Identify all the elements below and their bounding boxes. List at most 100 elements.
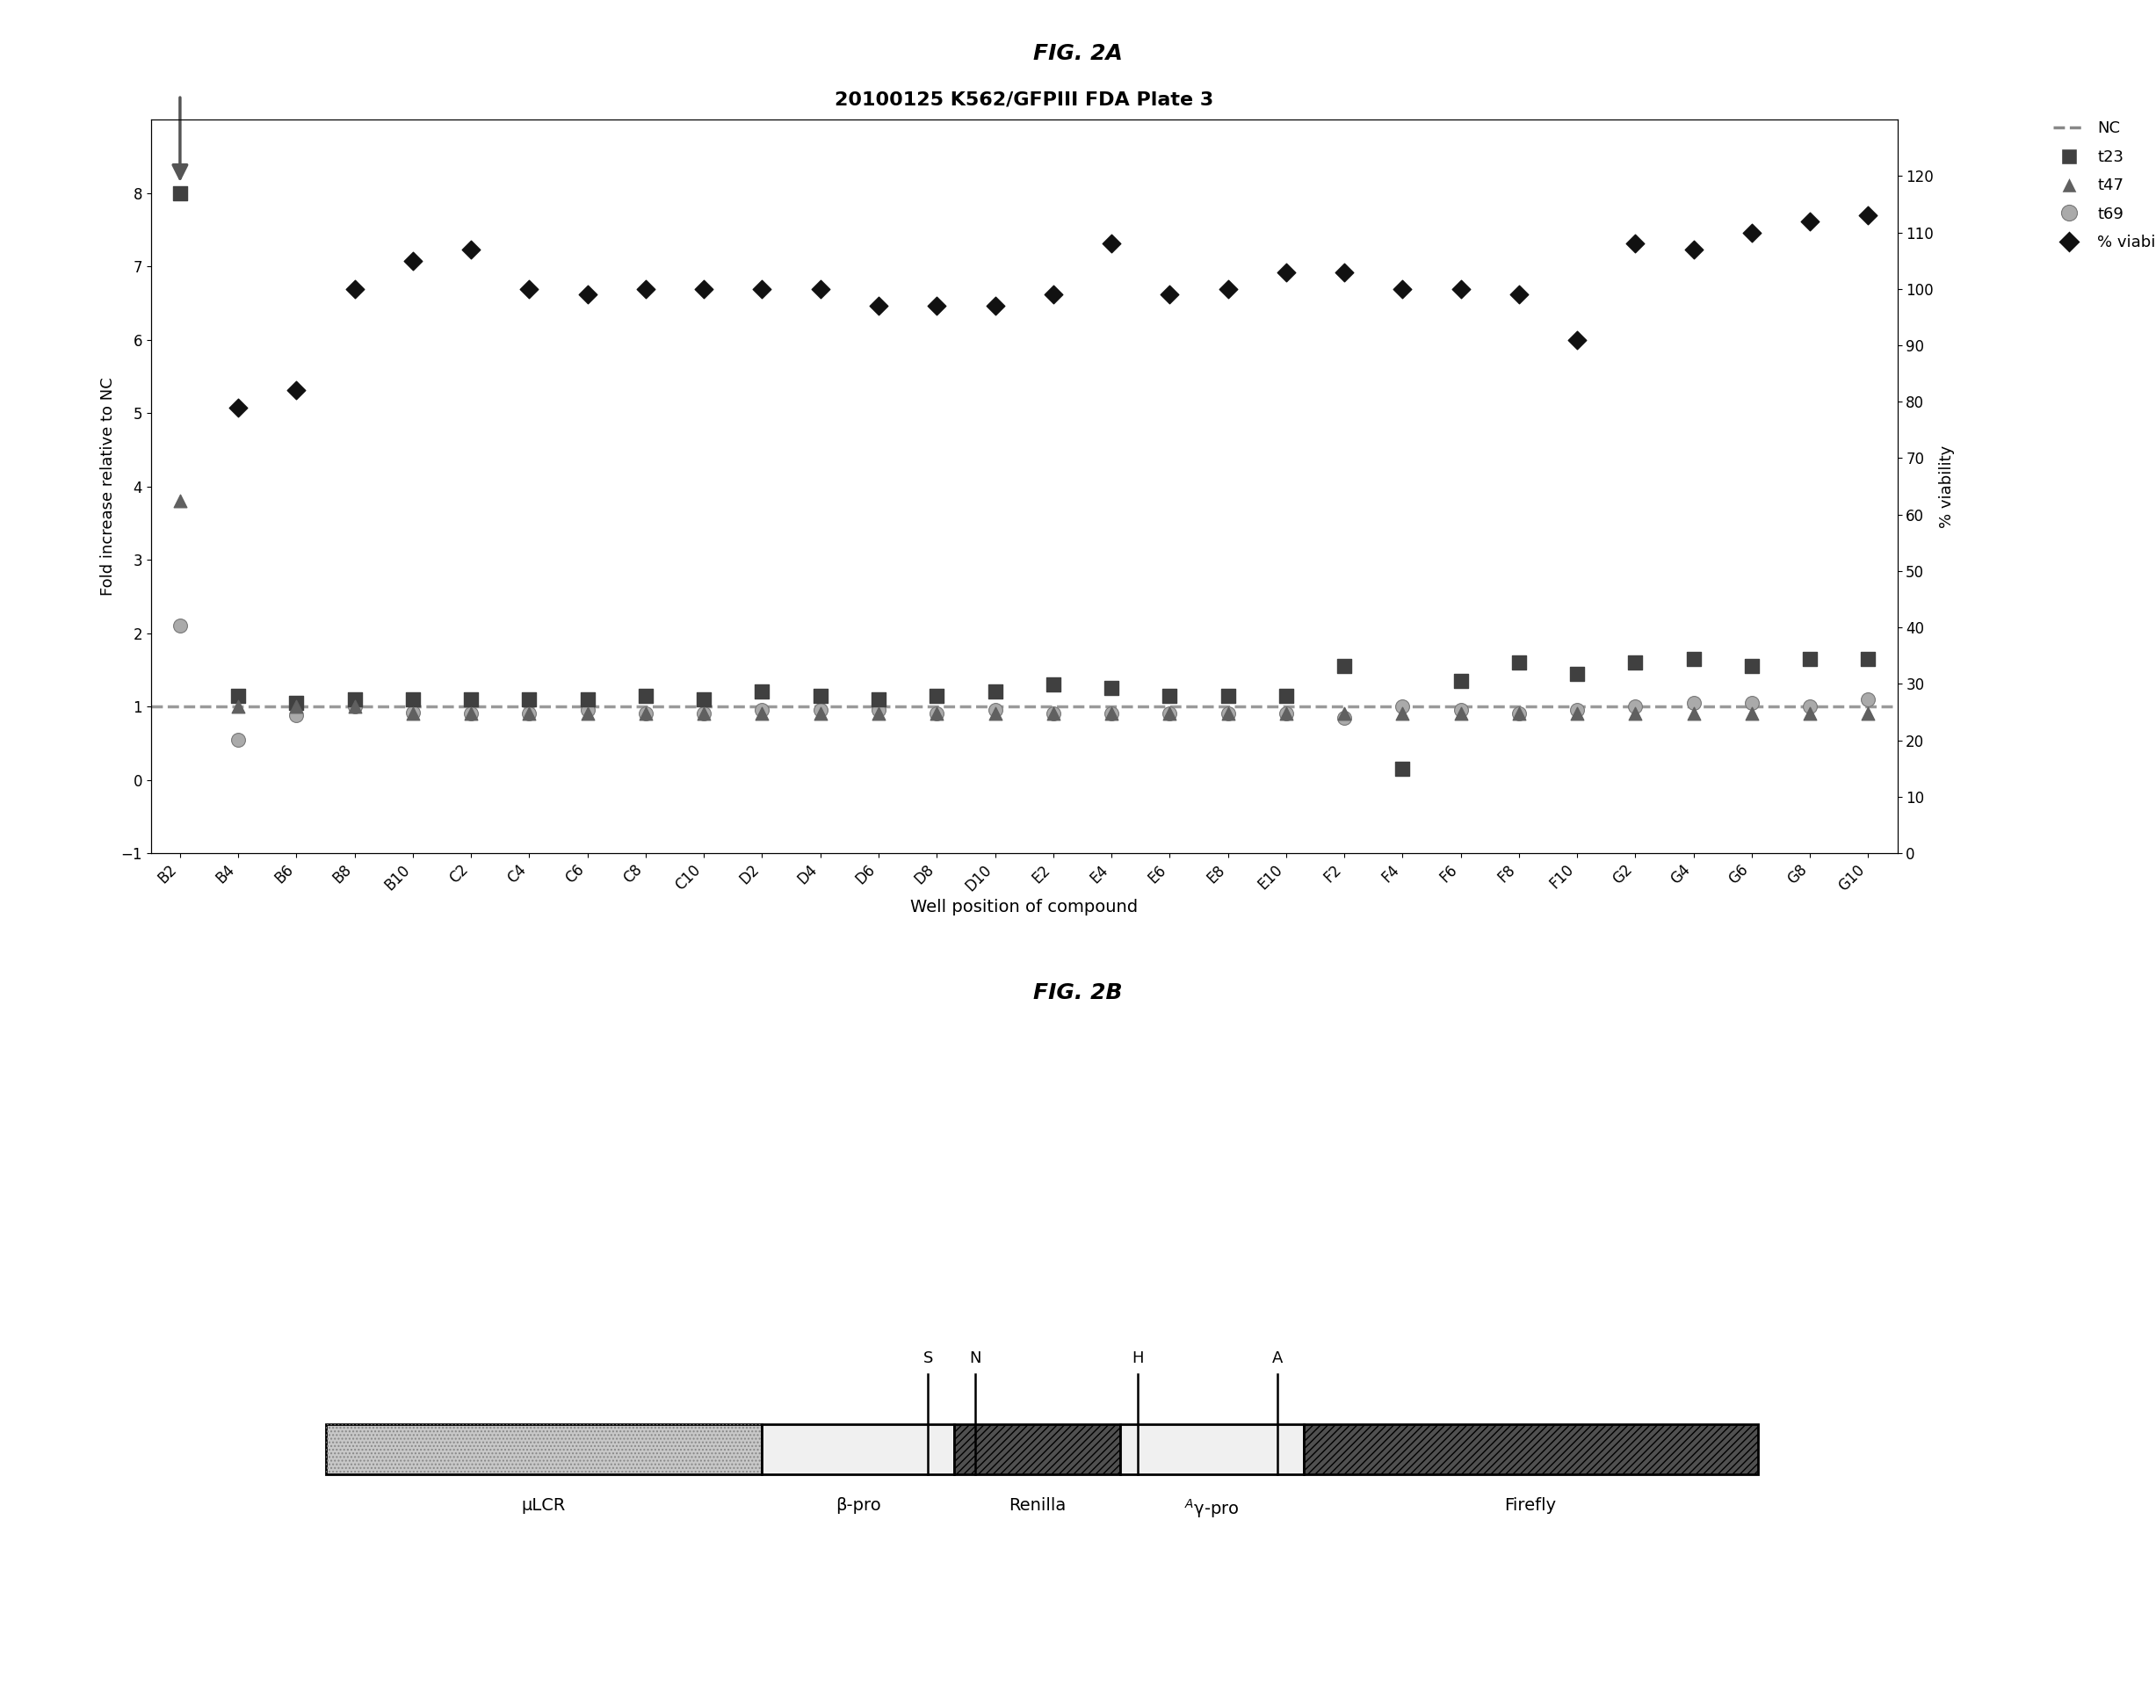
- Point: [862, 700, 897, 728]
- Text: H: H: [1132, 1351, 1143, 1366]
- Point: [1617, 693, 1654, 721]
- Point: [1095, 675, 1130, 702]
- Point: [1153, 681, 1188, 709]
- Point: [688, 685, 722, 712]
- Legend: NC, t23, t47, t69, % viability: NC, t23, t47, t69, % viability: [2044, 113, 2156, 258]
- Point: [280, 702, 315, 729]
- Point: [164, 487, 198, 514]
- Point: [222, 395, 254, 422]
- Text: β-pro: β-pro: [837, 1498, 882, 1515]
- Text: S: S: [923, 1351, 934, 1366]
- Point: [1617, 649, 1654, 676]
- Point: [1153, 700, 1188, 728]
- Point: [569, 700, 604, 728]
- Point: [1037, 280, 1072, 307]
- Point: [1212, 681, 1246, 709]
- Point: [1561, 700, 1595, 728]
- Point: [513, 685, 548, 712]
- Point: [1328, 652, 1363, 680]
- Point: [802, 700, 837, 728]
- Point: [1850, 202, 1884, 229]
- Point: [921, 681, 955, 709]
- Point: [1386, 755, 1421, 782]
- Point: [397, 700, 431, 728]
- Point: [1794, 207, 1828, 234]
- Title: 20100125 K562/GFPIII FDA Plate 3: 20100125 K562/GFPIII FDA Plate 3: [834, 91, 1214, 108]
- Point: [1037, 700, 1072, 728]
- Point: [1677, 690, 1712, 717]
- Point: [1617, 700, 1654, 728]
- Point: [1736, 690, 1770, 717]
- Point: [979, 697, 1013, 724]
- Point: [1270, 258, 1304, 285]
- Point: [164, 897, 198, 924]
- Point: [1503, 649, 1537, 676]
- Point: [1037, 700, 1072, 728]
- Point: [338, 693, 373, 721]
- Point: [1212, 700, 1246, 728]
- Point: [1270, 700, 1304, 728]
- Point: [688, 275, 722, 302]
- Point: [280, 693, 315, 721]
- Point: [688, 700, 722, 728]
- Point: [280, 377, 315, 405]
- Point: [1561, 659, 1595, 687]
- Point: [569, 697, 604, 724]
- Point: [455, 685, 489, 712]
- Point: [280, 690, 315, 717]
- Point: [397, 685, 431, 712]
- Point: [1328, 704, 1363, 731]
- Point: [1850, 646, 1884, 673]
- Point: [1037, 671, 1072, 699]
- Bar: [1304, 1424, 1757, 1474]
- Point: [338, 693, 373, 721]
- Point: [222, 681, 254, 709]
- Point: [1386, 693, 1421, 721]
- Y-axis label: Fold increase relative to NC: Fold increase relative to NC: [99, 377, 116, 596]
- Bar: [326, 1424, 763, 1474]
- Point: [1677, 646, 1712, 673]
- Point: [630, 275, 664, 302]
- Point: [455, 700, 489, 728]
- Point: [921, 700, 955, 728]
- Point: [1503, 700, 1537, 728]
- Point: [1095, 700, 1130, 728]
- Point: [569, 685, 604, 712]
- Point: [630, 700, 664, 728]
- Point: [979, 700, 1013, 728]
- Text: A: A: [1272, 1351, 1283, 1366]
- Point: [1386, 700, 1421, 728]
- Point: [513, 275, 548, 302]
- Point: [1677, 700, 1712, 728]
- Point: [455, 700, 489, 728]
- Point: [862, 685, 897, 712]
- Point: [1736, 652, 1770, 680]
- Text: Renilla: Renilla: [1009, 1498, 1065, 1515]
- Point: [338, 275, 373, 302]
- Point: [1270, 700, 1304, 728]
- Point: [802, 681, 837, 709]
- Point: [802, 697, 837, 724]
- Text: µLCR: µLCR: [522, 1498, 567, 1515]
- Point: [746, 678, 780, 705]
- Point: [1095, 700, 1130, 728]
- Point: [1212, 700, 1246, 728]
- Point: [338, 685, 373, 712]
- Point: [862, 697, 897, 724]
- Point: [1153, 280, 1188, 307]
- Point: [164, 611, 198, 639]
- Point: [1095, 231, 1130, 258]
- Point: [1794, 700, 1828, 728]
- Text: FIG. 2A: FIG. 2A: [1033, 43, 1123, 63]
- Point: [164, 179, 198, 207]
- Point: [746, 697, 780, 724]
- Bar: [1121, 1424, 1304, 1474]
- Point: [1386, 275, 1421, 302]
- Text: N: N: [970, 1351, 981, 1366]
- Point: [513, 700, 548, 728]
- Text: $^A$γ-pro: $^A$γ-pro: [1184, 1498, 1240, 1520]
- Point: [1503, 700, 1537, 728]
- Point: [1503, 280, 1537, 307]
- Point: [921, 700, 955, 728]
- Point: [1270, 681, 1304, 709]
